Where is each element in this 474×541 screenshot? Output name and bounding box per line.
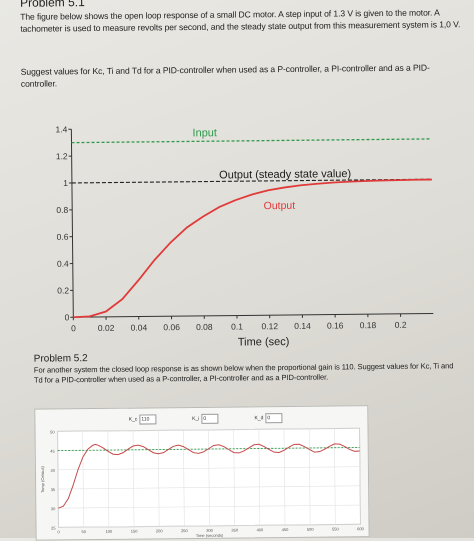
y-tick-label: 1.2 bbox=[56, 151, 68, 161]
problem-5-2-title: Problem 5.2 bbox=[34, 353, 88, 365]
x-tick-label: 0 bbox=[71, 323, 76, 333]
output-series-line bbox=[72, 180, 433, 318]
x-tick-label: 500 bbox=[307, 527, 315, 532]
y-tick-label: 0.8 bbox=[56, 205, 68, 215]
gain-kc-field[interactable]: 110 bbox=[139, 414, 156, 424]
y-axis-title: Temp (Celsius) bbox=[40, 466, 45, 493]
gain-kc-label: K_c bbox=[121, 415, 137, 425]
gain-ki-field[interactable]: 0 bbox=[201, 414, 218, 424]
gain-ki-label: K_i bbox=[183, 414, 199, 424]
x-tick-label: 600 bbox=[357, 526, 365, 531]
y-tick-label: 40 bbox=[50, 468, 55, 473]
x-tick-label: 0 bbox=[57, 529, 60, 534]
x-tick-label: 200 bbox=[156, 528, 164, 533]
x-axis-title: Time (sec) bbox=[238, 336, 290, 349]
y-tick-label: 35 bbox=[51, 487, 56, 492]
x-tick-label: 0.18 bbox=[360, 320, 377, 330]
open-loop-response-chart: 0 0.2 0.4 0.6 0.8 1 1.2 1.4 0 0.02 0.04 0.06 0.08 0.1… bbox=[1, 113, 463, 358]
x-tick-label: 0.04 bbox=[131, 322, 148, 332]
y-tick-label: 45 bbox=[50, 449, 55, 454]
x-tick-label: 250 bbox=[181, 528, 189, 533]
gain-kd-label: K_d bbox=[247, 414, 263, 424]
input-series-line bbox=[71, 139, 431, 143]
x-tick-label: 0.02 bbox=[98, 323, 115, 333]
x-tick-label: 100 bbox=[106, 529, 114, 534]
y-tick-label: 50 bbox=[50, 429, 55, 434]
y-tick-label: 0.6 bbox=[57, 232, 69, 242]
x-tick-label: 400 bbox=[257, 527, 265, 532]
y-tick-label: 0.2 bbox=[57, 285, 69, 295]
y-tick-label: 0 bbox=[65, 312, 70, 322]
x-tick-label: 450 bbox=[282, 527, 290, 532]
x-tick-label: 0.06 bbox=[163, 322, 180, 332]
y-tick-label: 0.4 bbox=[57, 259, 69, 269]
problem-5-1-title: Problem 5.1 bbox=[20, 0, 85, 10]
x-tick-label: 350 bbox=[231, 528, 239, 533]
y-tick-label: 30 bbox=[51, 506, 56, 511]
x-tick-label: 0.1 bbox=[231, 321, 243, 331]
problem-5-1-question: Suggest values for Kc, Ti and Td for a P… bbox=[21, 61, 461, 90]
y-tick-label: 1 bbox=[63, 178, 68, 188]
problem-5-2-text: For another system the closed loop respo… bbox=[34, 361, 454, 385]
x-tick-label: 50 bbox=[81, 529, 86, 534]
x-tick-label: 0.16 bbox=[327, 320, 344, 330]
y-tick-label: 1.4 bbox=[55, 124, 67, 134]
output-annotation: Output bbox=[264, 200, 296, 212]
x-tick-label: 150 bbox=[131, 529, 139, 534]
x-tick-label: 0.2 bbox=[395, 320, 407, 330]
x-tick-label: 550 bbox=[332, 526, 340, 531]
x-tick-label: 0.08 bbox=[196, 322, 213, 332]
y-tick-label: 25 bbox=[51, 525, 56, 530]
x-axis-line bbox=[73, 313, 433, 317]
steady-state-annotation: Output (steady state value) bbox=[219, 168, 351, 181]
x-tick-label: 0.12 bbox=[261, 321, 278, 331]
x-axis-title: Time (seconds) bbox=[196, 533, 224, 538]
input-annotation: Input bbox=[192, 127, 217, 139]
y-axis-line bbox=[71, 129, 73, 317]
gain-kd-field[interactable]: 0 bbox=[265, 413, 282, 423]
problem-5-1-text: The figure below shows the open loop res… bbox=[20, 6, 460, 35]
x-tick-label: 0.14 bbox=[294, 321, 311, 331]
